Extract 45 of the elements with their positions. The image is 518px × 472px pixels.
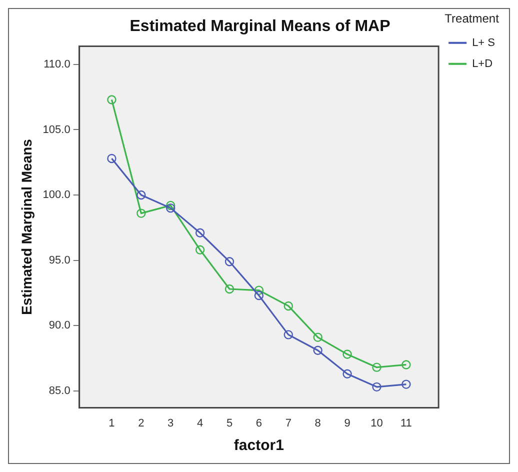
y-tick-label: 105.0: [42, 124, 70, 136]
point: [254, 290, 264, 300]
y-axis-title: Estimated Marginal Means: [18, 138, 34, 315]
point: [195, 228, 205, 238]
point: [107, 154, 116, 164]
point: [372, 382, 382, 392]
point: [342, 369, 352, 378]
x-tick-label: 6: [256, 417, 262, 430]
x-tick-label: 5: [226, 417, 233, 430]
x-tick-label: 9: [344, 417, 350, 430]
y-tick-label: 100.0: [42, 189, 70, 202]
x-tick-label: 1: [108, 417, 115, 430]
chart-title: Estimated Marginal Means of MAP: [130, 18, 391, 36]
legend-title: Treatment: [444, 11, 500, 26]
x-tick-label: 4: [196, 417, 204, 430]
x-tick-label: 11: [400, 417, 412, 430]
point: [166, 203, 176, 213]
point: [284, 330, 293, 340]
legend-label: L+ S: [472, 36, 496, 49]
point: [402, 380, 411, 389]
point: [254, 286, 264, 295]
point: [136, 190, 146, 200]
point: [313, 346, 322, 355]
x-tick-label: 3: [168, 417, 174, 430]
y-tick-label: 110.0: [44, 58, 70, 71]
point: [284, 301, 293, 311]
y-tick-label: 90.0: [48, 320, 70, 332]
x-tick-label: 2: [138, 417, 144, 430]
y-tick-label: 85.0: [48, 384, 70, 397]
point: [195, 245, 205, 254]
x-tick-label: 10: [370, 417, 383, 430]
point: [313, 332, 322, 342]
point: [136, 208, 146, 218]
point: [342, 350, 352, 359]
point: [224, 284, 234, 294]
point: [107, 95, 116, 104]
legend-label: L+D: [472, 58, 493, 70]
y-tick-label: 95.0: [48, 254, 70, 266]
point: [224, 256, 234, 266]
x-axis-title: factor1: [234, 437, 284, 454]
x-tick-label: 7: [285, 417, 292, 430]
point: [402, 360, 411, 370]
x-tick-label: 8: [314, 417, 321, 430]
point: [372, 362, 382, 372]
point: [166, 200, 176, 210]
